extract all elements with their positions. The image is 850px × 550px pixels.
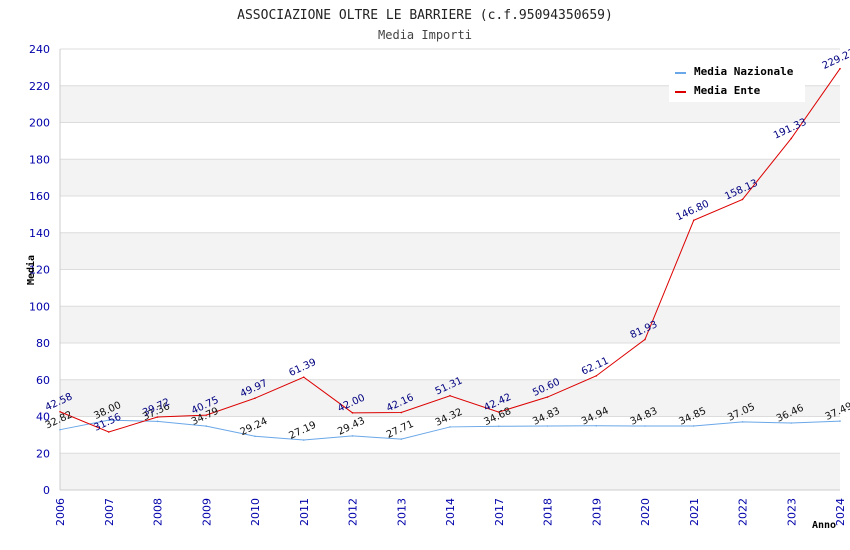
data-point-media-nazionale — [741, 421, 744, 423]
data-point-media-ente — [351, 412, 354, 414]
chart-title: ASSOCIAZIONE OLTRE LE BARRIERE (c.f.9509… — [237, 8, 613, 23]
data-point-media-ente — [546, 396, 549, 398]
plot-band — [60, 269, 840, 307]
data-point-media-ente — [595, 375, 598, 377]
plot-band — [60, 416, 840, 454]
x-tick-label: 2008 — [152, 498, 165, 526]
y-tick-label: 0 — [43, 484, 50, 497]
y-tick-label: 120 — [29, 264, 50, 277]
x-axis-ticks: 2006 2007 2008 2009 2010 2011 2012 2013 2014 2017… — [54, 498, 847, 526]
data-point-media-nazionale — [595, 424, 598, 427]
axes — [59, 49, 840, 491]
data-point-media-nazionale — [205, 425, 208, 427]
y-axis-ticks: 0 20 40 60 80 100 120 140 160 180 200 220 240 — [29, 43, 50, 497]
data-point-media-ente — [59, 410, 61, 413]
series-lines — [59, 67, 841, 441]
plot-band — [60, 196, 840, 233]
y-tick-label: 20 — [36, 447, 50, 460]
y-tick-label: 40 — [36, 411, 50, 424]
data-point-media-nazionale — [302, 439, 305, 441]
x-tick-label: 2013 — [395, 498, 408, 526]
x-tick-label: 2023 — [785, 498, 798, 526]
plot-background — [60, 49, 840, 490]
data-point-media-ente — [449, 394, 451, 397]
legend-label-media-ente: Media Ente — [694, 84, 761, 97]
x-tick-label: 2014 — [444, 498, 457, 526]
data-point-media-nazionale — [839, 420, 841, 422]
y-axis-label: Media — [25, 255, 37, 285]
data-point-media-nazionale — [400, 438, 403, 440]
y-tick-label: 200 — [29, 117, 50, 130]
plot-band — [60, 343, 840, 380]
plot-band — [60, 159, 840, 196]
data-point-media-nazionale — [790, 422, 793, 424]
plot-band — [60, 122, 840, 160]
x-tick-label: 2006 — [54, 498, 67, 526]
data-point-media-nazionale — [351, 435, 354, 437]
data-point-media-ente — [741, 198, 744, 201]
y-tick-label: 220 — [29, 80, 50, 93]
chart-subtitle: Media Importi — [378, 28, 472, 42]
data-point-media-ente — [254, 397, 256, 399]
data-point-media-ente — [156, 416, 159, 418]
data-point-media-ente — [400, 411, 403, 414]
legend: Media Nazionale Media Ente — [669, 60, 805, 102]
data-point-media-nazionale — [546, 425, 549, 427]
data-point-media-nazionale — [692, 425, 695, 427]
plot-band — [60, 453, 840, 490]
y-tick-label: 160 — [29, 190, 50, 203]
data-point-media-nazionale — [59, 428, 61, 431]
x-tick-label: 2018 — [542, 498, 555, 526]
x-tick-label: 2017 — [493, 498, 506, 526]
x-tick-label: 2020 — [639, 498, 652, 526]
y-tick-label: 140 — [29, 227, 50, 240]
data-point-media-ente — [790, 137, 793, 140]
data-point-media-ente — [644, 338, 646, 341]
data-point-media-ente — [205, 414, 208, 416]
data-point-media-ente — [497, 411, 500, 413]
y-tick-label: 100 — [29, 300, 50, 313]
data-point-media-nazionale — [107, 419, 110, 421]
legend-box — [669, 60, 805, 102]
x-tick-label: 2021 — [688, 498, 701, 526]
data-point-media-nazionale — [497, 425, 500, 428]
plot-band — [60, 232, 840, 270]
data-point-media-nazionale — [156, 420, 159, 423]
data-point-media-nazionale — [254, 435, 256, 438]
x-tick-label: 2011 — [298, 498, 311, 526]
data-point-media-ente — [839, 67, 841, 70]
legend-label-media-nazionale: Media Nazionale — [694, 65, 794, 78]
y-tick-label: 240 — [29, 43, 50, 56]
x-tick-label: 2024 — [834, 498, 847, 526]
x-tick-label: 2010 — [249, 498, 262, 526]
data-point-media-ente — [302, 376, 305, 378]
x-tick-label: 2012 — [347, 498, 360, 526]
y-tick-label: 80 — [36, 337, 50, 350]
data-point-media-ente — [692, 219, 695, 222]
data-point-media-ente — [107, 431, 110, 433]
plot-band — [60, 306, 840, 343]
plot-band — [60, 379, 840, 417]
x-axis-label: Anno — [812, 520, 836, 531]
x-tick-label: 2019 — [590, 498, 603, 526]
x-tick-label: 2022 — [737, 498, 750, 526]
data-point-media-nazionale — [449, 426, 451, 428]
x-tick-label: 2009 — [200, 498, 213, 526]
x-tick-label: 2007 — [103, 498, 116, 526]
y-tick-label: 180 — [29, 153, 50, 166]
y-tick-label: 60 — [36, 374, 50, 387]
data-point-media-nazionale — [644, 425, 646, 427]
